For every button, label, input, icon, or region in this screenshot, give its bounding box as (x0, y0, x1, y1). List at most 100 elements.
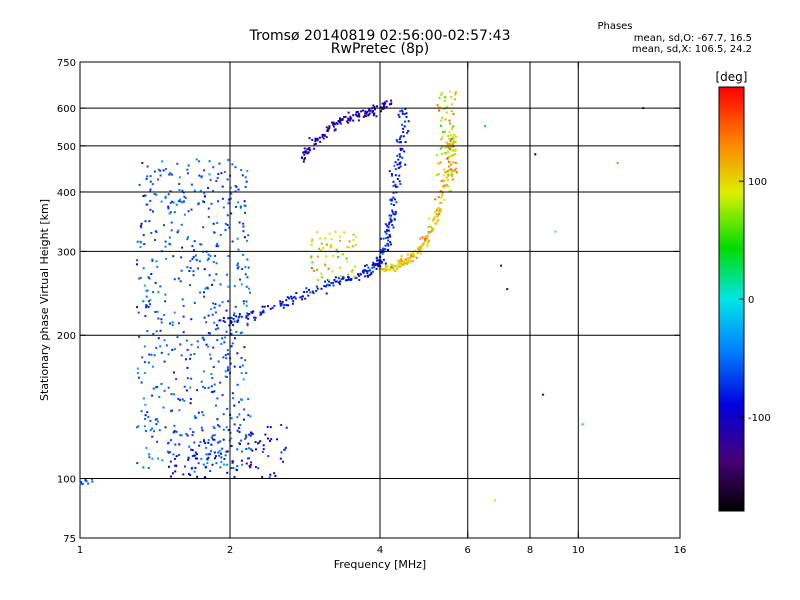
data-point (393, 164, 396, 167)
data-point (180, 434, 183, 437)
data-point (236, 237, 239, 240)
data-point (452, 154, 455, 157)
data-point (191, 257, 194, 260)
data-point (226, 224, 229, 226)
x-axis-label: Frequency [MHz] (334, 558, 426, 571)
data-point (367, 269, 370, 272)
data-point (364, 264, 367, 267)
data-point (399, 165, 402, 168)
data-point (221, 394, 224, 397)
data-point (149, 303, 152, 306)
data-point (436, 154, 438, 157)
data-point (374, 108, 376, 111)
data-point (339, 118, 342, 121)
data-point (328, 284, 331, 287)
data-point (401, 260, 403, 263)
data-point (153, 193, 156, 195)
data-point (170, 221, 173, 224)
data-point (233, 365, 236, 368)
data-point (387, 226, 390, 229)
data-point (154, 282, 157, 284)
data-point (79, 482, 82, 485)
data-point (156, 310, 159, 313)
data-point (316, 268, 319, 271)
data-point (215, 462, 218, 465)
data-point (241, 268, 244, 270)
data-point (402, 135, 405, 138)
data-point (283, 448, 286, 451)
colorbar-tick-label: 100 (748, 177, 767, 188)
data-point (406, 131, 409, 134)
data-point (247, 398, 250, 401)
data-point (175, 455, 178, 458)
data-point (280, 302, 283, 305)
data-point (262, 448, 265, 451)
data-point (147, 276, 150, 279)
data-point (437, 105, 440, 108)
data-point (316, 139, 319, 142)
data-point (193, 441, 196, 444)
data-point (398, 138, 401, 141)
data-point (234, 166, 237, 169)
data-point (183, 195, 186, 198)
data-point (364, 275, 366, 278)
data-point (251, 433, 254, 435)
data-point (235, 330, 238, 333)
data-point (454, 93, 457, 96)
data-point (448, 155, 451, 158)
data-point (204, 476, 207, 478)
data-point (183, 399, 186, 402)
data-point (248, 313, 251, 315)
data-point (330, 238, 333, 241)
data-point (389, 198, 392, 201)
data-point (366, 274, 369, 277)
data-point (168, 451, 171, 454)
data-point (441, 136, 444, 139)
data-point (445, 170, 448, 173)
data-point (412, 255, 415, 258)
data-point (245, 462, 248, 465)
data-point (220, 342, 223, 345)
data-point (328, 125, 331, 128)
data-point (320, 242, 323, 245)
data-point (254, 316, 257, 319)
data-point (215, 273, 218, 276)
data-point (246, 324, 249, 327)
data-point (319, 237, 322, 240)
data-point (348, 240, 351, 243)
data-point (187, 456, 190, 459)
data-point (439, 161, 442, 164)
data-point (202, 337, 205, 340)
data-point (424, 235, 427, 238)
data-point (149, 419, 152, 422)
data-point (161, 459, 164, 462)
data-point (356, 115, 359, 118)
data-point (380, 106, 383, 109)
data-point (222, 413, 225, 416)
data-point (185, 339, 188, 342)
data-point (321, 134, 324, 137)
data-point (447, 185, 450, 188)
data-point (182, 191, 185, 194)
data-point (299, 296, 302, 299)
data-point (177, 229, 180, 232)
data-point (372, 110, 375, 112)
data-point (308, 147, 311, 150)
stats-title: Phases (597, 21, 633, 32)
data-point (334, 280, 337, 283)
data-point (231, 460, 234, 463)
data-point (148, 277, 151, 280)
data-point (381, 102, 384, 105)
data-point (250, 461, 253, 464)
data-point (290, 295, 292, 298)
data-point (226, 273, 229, 276)
data-point (389, 267, 392, 270)
data-point (382, 106, 384, 109)
data-point (145, 289, 148, 292)
data-point (157, 168, 160, 171)
data-point (439, 202, 441, 205)
data-point (439, 147, 442, 150)
data-point (322, 137, 325, 140)
data-point (139, 246, 142, 249)
